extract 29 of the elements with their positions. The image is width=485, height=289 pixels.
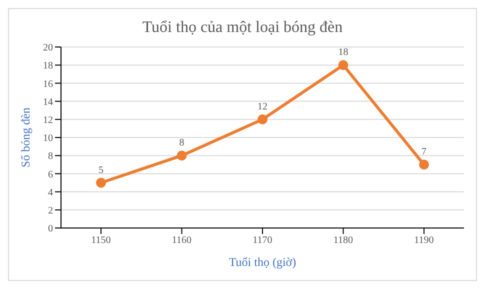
x-tick-label: 1150: [91, 235, 111, 246]
y-axis-title: Số bóng đèn: [18, 108, 32, 168]
x-tick-label: 1160: [172, 235, 192, 246]
y-tick-label: 14: [43, 96, 53, 108]
data-label: 18: [338, 47, 348, 58]
y-tick-label: 8: [48, 151, 53, 162]
point: [96, 178, 106, 188]
chart-title: Tuổi thọ của một loại bóng đèn: [141, 19, 344, 37]
y-tick-label: 10: [43, 133, 53, 144]
y-tick-label: 12: [43, 114, 53, 126]
data-label: 8: [179, 138, 184, 149]
x-tick-label: 1170: [252, 235, 272, 246]
point: [176, 150, 187, 161]
y-tick-label: 16: [43, 78, 53, 90]
y-tick-label: 18: [43, 60, 53, 72]
y-tick-label: 0: [48, 224, 53, 235]
point: [258, 114, 268, 124]
data-label: 12: [258, 101, 268, 112]
y-tick-label: 2: [48, 205, 53, 216]
x-tick-label: 1180: [333, 235, 354, 246]
point: [419, 160, 429, 170]
data-label: 5: [98, 164, 104, 176]
data-label: 7: [422, 146, 426, 158]
y-tick-label: 20: [43, 42, 53, 54]
y-tick-label: 6: [48, 169, 53, 180]
x-tick-label: 1190: [414, 235, 434, 246]
x-axis-title: Tuổi thọ (giờ): [228, 255, 296, 269]
point: [338, 60, 348, 70]
y-tick-label: 4: [48, 187, 53, 198]
